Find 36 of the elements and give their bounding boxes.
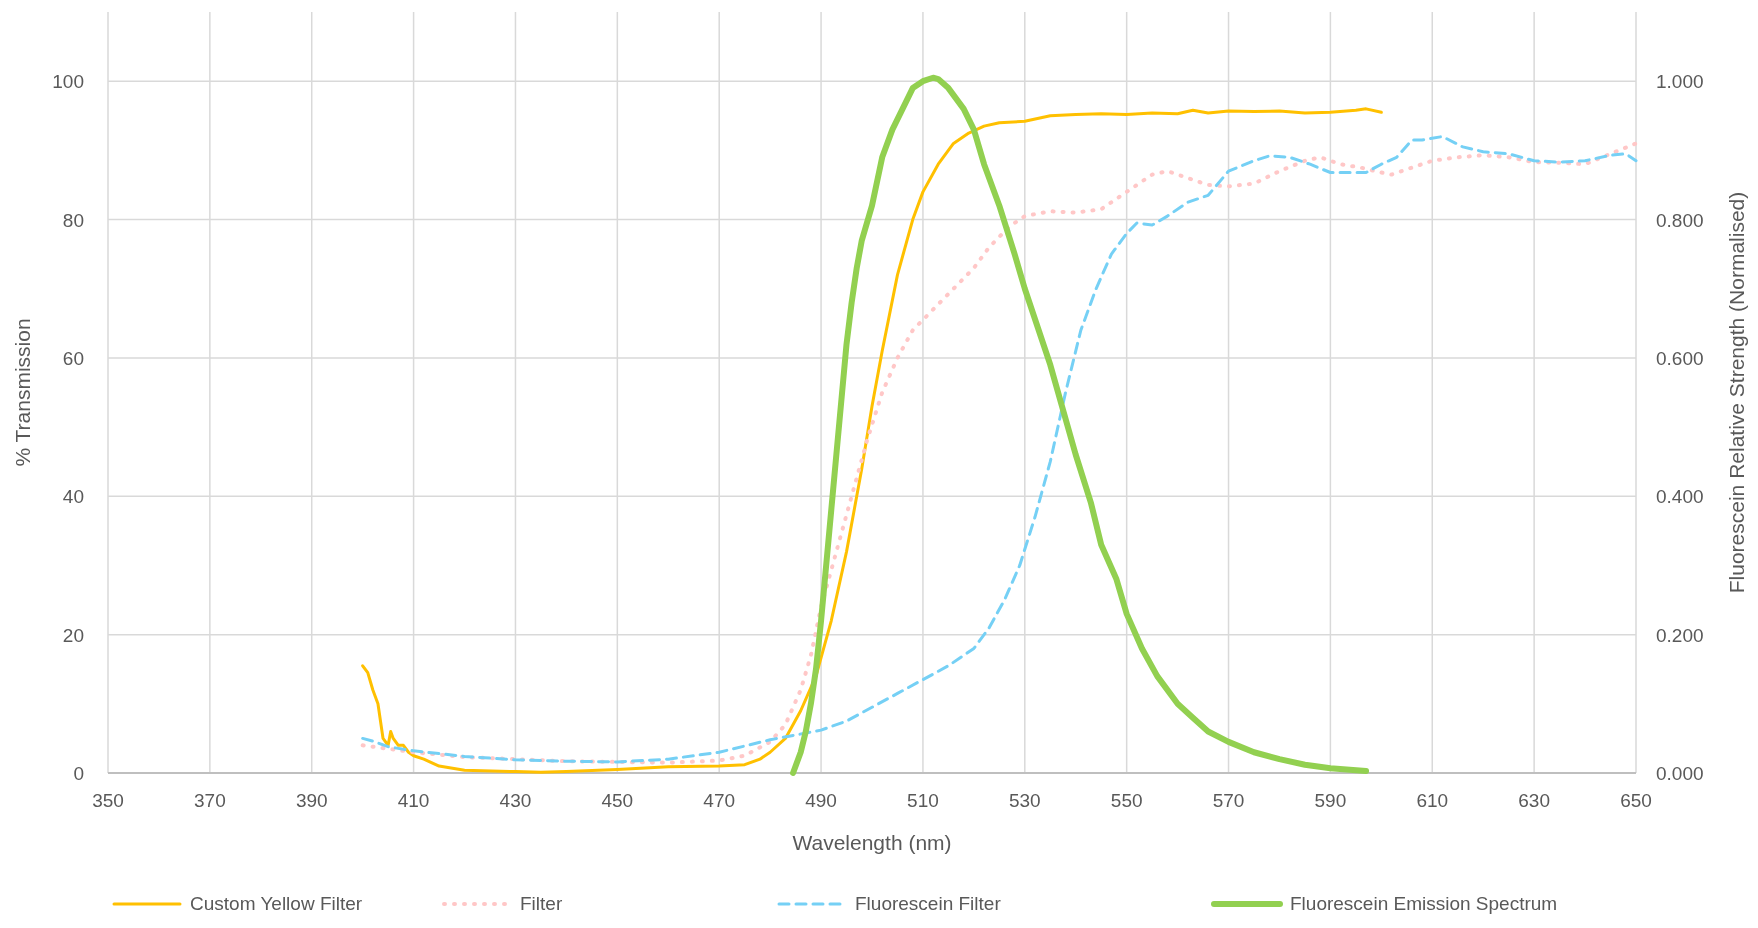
- y-tick-label: 100: [52, 71, 84, 93]
- y-tick-label: 20: [62, 624, 84, 646]
- y2-tick-label: 0.200: [1656, 624, 1704, 646]
- y2-tick-label: 0.800: [1656, 209, 1704, 231]
- x-tick-label: 470: [703, 790, 736, 811]
- x-tick-label: 430: [499, 790, 532, 811]
- y2-tick-label: 0.000: [1656, 763, 1704, 784]
- x-tick-label: 570: [1212, 790, 1245, 811]
- x-tick-label: 410: [397, 790, 430, 811]
- x-tick-label: 350: [92, 790, 124, 811]
- legend-label: Fluorescein Emission Spectrum: [1290, 893, 1558, 914]
- y-tick-label: 0: [73, 763, 84, 784]
- y2-tick-label: 1.000: [1656, 71, 1704, 93]
- x-tick-label: 650: [1620, 790, 1652, 811]
- y2-axis-title: Fluorescein Relative Strength (Normalised): [1725, 191, 1748, 594]
- legend-label: Fluorescein Filter: [855, 893, 1002, 914]
- y-axis-title: % Transmission: [11, 318, 34, 467]
- x-tick-label: 450: [601, 790, 634, 811]
- x-axis-title: Wavelength (nm): [792, 831, 952, 854]
- x-tick-label: 390: [295, 790, 328, 811]
- x-tick-label: 370: [194, 790, 226, 811]
- y-tick-label: 40: [62, 486, 84, 508]
- x-tick-label: 590: [1314, 790, 1347, 811]
- legend-label: Filter: [520, 893, 563, 914]
- x-tick-label: 550: [1110, 790, 1143, 811]
- y-tick-label: 80: [62, 209, 84, 231]
- y2-tick-label: 0.400: [1656, 486, 1704, 508]
- y2-tick-label: 0.600: [1656, 347, 1704, 369]
- x-tick-label: 610: [1416, 790, 1449, 811]
- x-tick-label: 490: [805, 790, 837, 811]
- y-tick-label: 60: [62, 347, 84, 369]
- x-tick-label: 530: [1008, 790, 1041, 811]
- x-tick-label: 510: [907, 790, 939, 811]
- legend-label: Custom Yellow Filter: [190, 893, 363, 914]
- line-series: [361, 107, 1383, 774]
- x-tick-label: 630: [1518, 790, 1550, 811]
